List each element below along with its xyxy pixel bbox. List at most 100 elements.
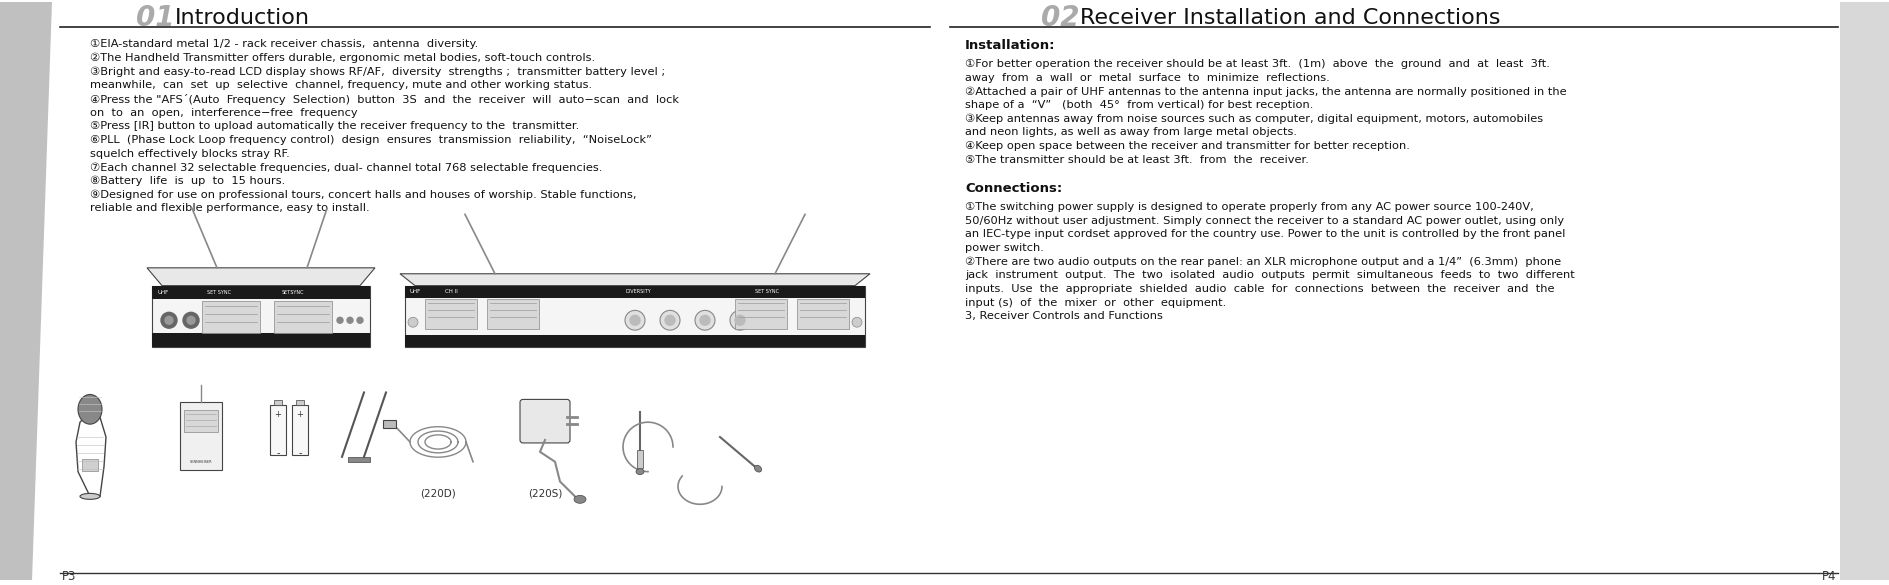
Text: CH II: CH II (444, 289, 457, 294)
Text: (220S): (220S) (527, 488, 561, 498)
Bar (297, 400, 304, 405)
Text: P3: P3 (62, 570, 76, 583)
Circle shape (729, 311, 750, 330)
Circle shape (348, 317, 353, 324)
Text: ④Keep open space between the receiver and transmitter for better reception.: ④Keep open space between the receiver an… (965, 141, 1409, 151)
Circle shape (183, 312, 198, 328)
Bar (735, 300, 786, 329)
Text: ⑦Each channel 32 selectable frequencies, dual- channel total 768 selectable freq: ⑦Each channel 32 selectable frequencies,… (91, 162, 603, 173)
Circle shape (665, 315, 674, 325)
Bar (404, 335, 865, 347)
Bar (151, 285, 370, 300)
Ellipse shape (77, 394, 102, 424)
Text: on  to  an  open,  interference−free  frequency: on to an open, interference−free frequen… (91, 108, 357, 118)
Circle shape (408, 317, 417, 327)
Bar (291, 405, 308, 455)
Bar (348, 457, 370, 462)
Bar (404, 285, 865, 298)
Bar (151, 333, 370, 347)
Text: SENNHEISER: SENNHEISER (189, 460, 212, 464)
Text: power switch.: power switch. (965, 243, 1043, 253)
Text: UHF: UHF (157, 290, 168, 295)
Ellipse shape (79, 493, 100, 500)
Circle shape (625, 311, 644, 330)
Text: ③Keep antennas away from noise sources such as computer, digital equipment, moto: ③Keep antennas away from noise sources s… (965, 113, 1541, 124)
Text: Connections:: Connections: (965, 182, 1062, 195)
Text: ⑥PLL  (Phase Lock Loop frequency control)  design  ensures  transmission  reliab: ⑥PLL (Phase Lock Loop frequency control)… (91, 135, 652, 145)
Text: Receiver Installation and Connections: Receiver Installation and Connections (1079, 8, 1500, 27)
Bar (274, 400, 281, 405)
Text: Introduction: Introduction (176, 8, 310, 27)
Text: P4: P4 (1821, 570, 1834, 583)
Text: (220D): (220D) (419, 488, 455, 498)
Text: ①EIA-standard metal 1/2 - rack receiver chassis,  antenna  diversity.: ①EIA-standard metal 1/2 - rack receiver … (91, 39, 478, 49)
Bar (404, 285, 865, 347)
Text: ⑧Battery  life  is  up  to  15 hours.: ⑧Battery life is up to 15 hours. (91, 176, 285, 186)
Circle shape (161, 312, 178, 328)
Text: -: - (276, 448, 280, 458)
FancyBboxPatch shape (519, 400, 570, 443)
Text: ①For better operation the receiver should be at least 3ft.  (1m)  above  the  gr: ①For better operation the receiver shoul… (965, 59, 1549, 69)
Text: ⑤The transmitter should be at least 3ft.  from  the  receiver.: ⑤The transmitter should be at least 3ft.… (965, 154, 1309, 164)
Text: UHF: UHF (410, 289, 421, 294)
Text: ④Press the "AFS´(Auto  Frequency  Selection)  button  3S  and  the  receiver  wi: ④Press the "AFS´(Auto Frequency Selectio… (91, 94, 678, 105)
Ellipse shape (574, 495, 586, 503)
Text: +: + (297, 410, 304, 419)
Text: 01: 01 (136, 4, 174, 32)
Bar (797, 300, 848, 329)
Text: and neon lights, as well as away from large metal objects.: and neon lights, as well as away from la… (965, 128, 1296, 137)
Circle shape (699, 315, 710, 325)
Polygon shape (1840, 2, 1889, 580)
Text: jack  instrument  output.  The  two  isolated  audio  outputs  permit  simultane: jack instrument output. The two isolated… (965, 270, 1574, 280)
Text: +: + (274, 410, 281, 419)
Bar (383, 420, 397, 428)
Text: SET SYNC: SET SYNC (754, 289, 778, 294)
Circle shape (659, 311, 680, 330)
Circle shape (695, 311, 714, 330)
Text: inputs.  Use  the  appropriate  shielded  audio  cable  for  connections  betwee: inputs. Use the appropriate shielded aud… (965, 284, 1553, 294)
Text: 3, Receiver Controls and Functions: 3, Receiver Controls and Functions (965, 311, 1162, 321)
Circle shape (164, 316, 174, 324)
Text: ③Bright and easy-to-read LCD display shows RF/AF,  diversity  strengths ;  trans: ③Bright and easy-to-read LCD display sho… (91, 67, 665, 77)
Text: input (s)  of  the  mixer  or  other  equipment.: input (s) of the mixer or other equipmen… (965, 298, 1226, 308)
Text: ②Attached a pair of UHF antennas to the antenna input jacks, the antenna are nor: ②Attached a pair of UHF antennas to the … (965, 87, 1566, 97)
Text: ②There are two audio outputs on the rear panel: an XLR microphone output and a 1: ②There are two audio outputs on the rear… (965, 257, 1560, 267)
Text: an IEC-type input cordset approved for the country use. Power to the unit is con: an IEC-type input cordset approved for t… (965, 229, 1564, 239)
Circle shape (852, 317, 861, 327)
Polygon shape (0, 2, 53, 580)
Circle shape (735, 315, 744, 325)
Text: SETSYNC: SETSYNC (281, 290, 304, 295)
Text: 02: 02 (1041, 4, 1079, 32)
Text: away  from  a  wall  or  metal  surface  to  minimize  reflections.: away from a wall or metal surface to min… (965, 73, 1330, 82)
Text: 50/60Hz without user adjustment. Simply connect the receiver to a standard AC po: 50/60Hz without user adjustment. Simply … (965, 216, 1564, 226)
Bar (183, 410, 217, 432)
Circle shape (187, 316, 195, 324)
Text: ①The switching power supply is designed to operate properly from any AC power so: ①The switching power supply is designed … (965, 202, 1534, 212)
Bar (270, 405, 285, 455)
Text: SET SYNC: SET SYNC (208, 290, 230, 295)
Bar (179, 402, 221, 470)
Circle shape (336, 317, 342, 324)
Ellipse shape (637, 469, 644, 474)
Circle shape (629, 315, 640, 325)
Text: DIVERSITY: DIVERSITY (625, 289, 650, 294)
Bar (202, 301, 261, 333)
Text: meanwhile,  can  set  up  selective  channel, frequency, mute and other working : meanwhile, can set up selective channel,… (91, 80, 591, 90)
Ellipse shape (754, 465, 761, 472)
Text: ②The Handheld Transmitter offers durable, ergonomic metal bodies, soft-touch con: ②The Handheld Transmitter offers durable… (91, 53, 595, 63)
Text: squelch effectively blocks stray RF.: squelch effectively blocks stray RF. (91, 149, 289, 159)
Text: Installation:: Installation: (965, 39, 1054, 52)
Text: -: - (298, 448, 302, 458)
Circle shape (357, 317, 363, 324)
Text: shape of a  “V”   (both  45°  from vertical) for best reception.: shape of a “V” (both 45° from vertical) … (965, 100, 1313, 110)
Bar (151, 285, 370, 347)
Bar (425, 300, 476, 329)
Bar (274, 301, 332, 333)
Text: ⑨Designed for use on professional tours, concert halls and houses of worship. St: ⑨Designed for use on professional tours,… (91, 190, 637, 200)
Bar (487, 300, 538, 329)
Bar (81, 459, 98, 471)
Bar (637, 450, 642, 467)
Polygon shape (147, 268, 374, 285)
Polygon shape (400, 274, 869, 285)
Text: ⑤Press [IR] button to upload automatically the receiver frequency to the  transm: ⑤Press [IR] button to upload automatical… (91, 121, 578, 131)
